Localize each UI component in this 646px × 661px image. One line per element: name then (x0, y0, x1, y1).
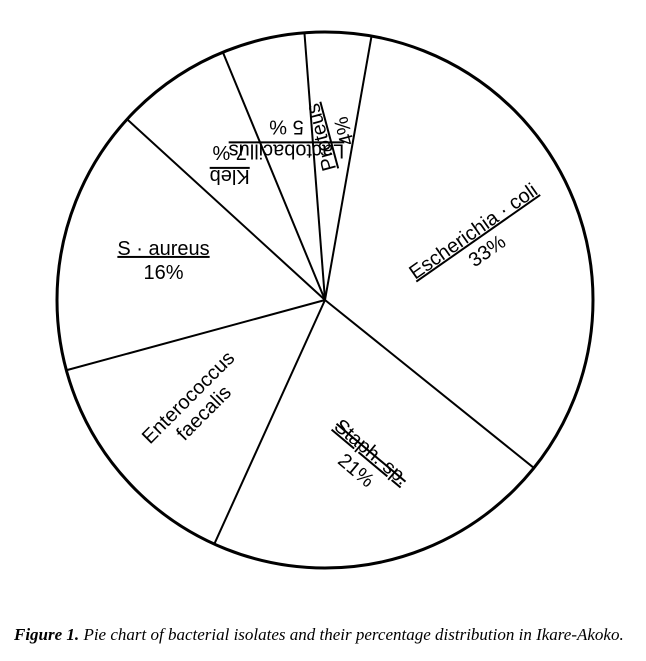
figure-container: { "chart": { "type": "pie", "center_x": … (0, 0, 646, 661)
slice-label-text: S · aureus (117, 238, 209, 260)
slice-pct-text: 5 % (269, 115, 304, 137)
slice-pct-text: 16% (143, 262, 183, 284)
pie-chart: Escherichia · coli33%Staph. sp.21%Entero… (0, 0, 646, 600)
slice-label-text: Kleb (210, 165, 250, 187)
figure-caption: Figure 1. Pie chart of bacterial isolate… (14, 624, 632, 647)
caption-prefix: Figure 1. (14, 625, 79, 644)
caption-text: Pie chart of bacterial isolates and thei… (83, 625, 623, 644)
